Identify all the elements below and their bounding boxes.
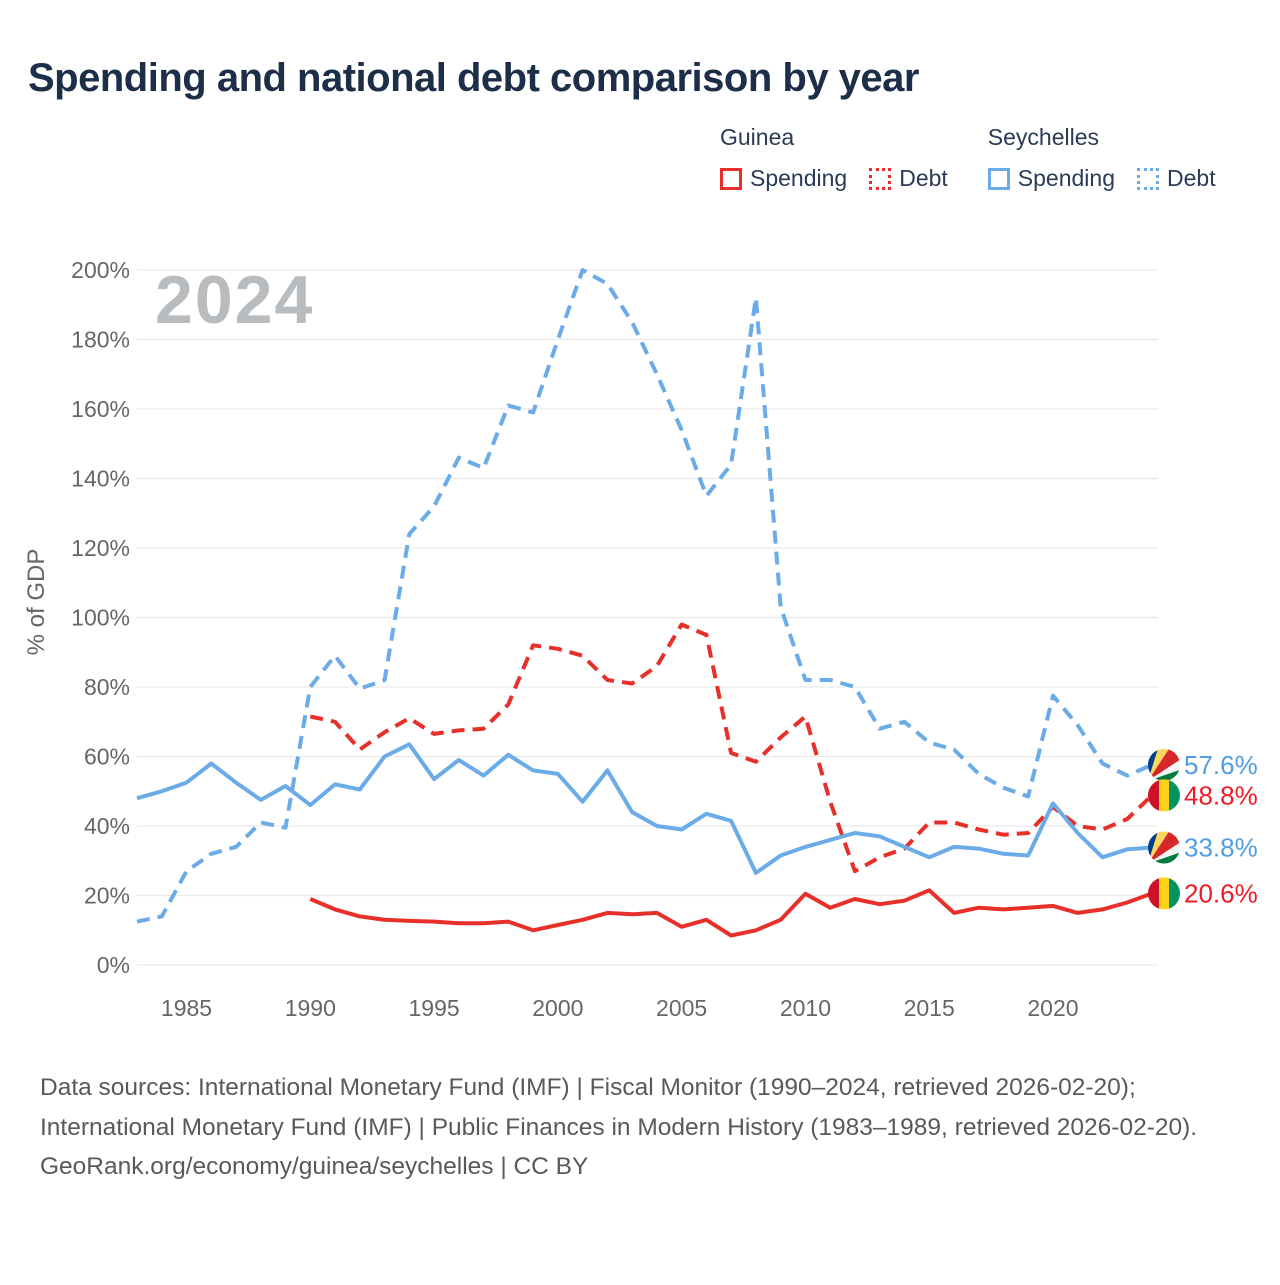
- y-axis-tick-label: 80%: [84, 674, 130, 700]
- x-axis-tick-label: 2005: [656, 995, 707, 1021]
- end-value-label: 57.6%: [1184, 750, 1258, 780]
- end-value-label: 33.8%: [1184, 833, 1258, 863]
- legend-item-label: Spending: [750, 165, 848, 191]
- y-axis-tick-label: 0%: [97, 952, 130, 978]
- legend-group-guinea: Guinea Spending Debt: [720, 124, 948, 192]
- attribution-text: GeoRank.org/economy/guinea/seychelles | …: [40, 1153, 589, 1181]
- y-axis-tick-label: 120%: [71, 535, 130, 561]
- series-line-guinea-spending: [309, 888, 1153, 938]
- y-axis-tick-label: 160%: [71, 396, 130, 422]
- year-watermark: 2024: [155, 262, 314, 338]
- end-value-label: 48.8%: [1184, 780, 1258, 810]
- y-axis-tick-label: 200%: [71, 257, 130, 283]
- x-axis-tick-label: 2015: [904, 995, 955, 1021]
- legend-item-guinea-spending: Spending: [720, 165, 847, 192]
- x-axis-tick-label: 2020: [1027, 995, 1078, 1021]
- seychelles-flag-icon: [1148, 831, 1180, 864]
- guinea-flag-icon: [1148, 779, 1180, 812]
- legend-item-seychelles-debt: Debt: [1137, 165, 1216, 192]
- dotted-line-swatch-icon: [869, 167, 892, 190]
- seychelles-flag-icon: [1148, 748, 1180, 781]
- x-axis-tick-label: 1990: [285, 995, 336, 1021]
- series-line-seychelles-debt: [136, 268, 1153, 924]
- legend-item-label: Debt: [1167, 165, 1216, 191]
- y-axis-title: % of GDP: [23, 549, 50, 656]
- dotted-line-swatch-icon: [1137, 167, 1159, 190]
- y-axis-tick-label: 100%: [71, 605, 130, 631]
- legend-item-label: Debt: [899, 165, 948, 191]
- series-line-guinea-debt: [309, 622, 1154, 874]
- y-axis-tick-label: 40%: [84, 813, 130, 839]
- y-axis-tick-label: 60%: [84, 744, 130, 770]
- data-sources-text: Data sources: International Monetary Fun…: [40, 1074, 1198, 1141]
- footer: Data sources: International Monetary Fun…: [40, 1068, 1232, 1187]
- legend-country-label: Seychelles: [987, 124, 1100, 150]
- legend-country-label: Guinea: [720, 124, 795, 150]
- page-title: Spending and national debt comparison by…: [28, 56, 919, 100]
- guinea-flag-icon: [1148, 877, 1180, 910]
- legend-item-label: Spending: [1017, 165, 1115, 191]
- y-axis-tick-label: 20%: [84, 883, 130, 909]
- legend-group-seychelles: Seychelles Spending Debt: [987, 124, 1216, 192]
- x-axis-tick-label: 1995: [408, 995, 459, 1021]
- y-axis-tick-label: 140%: [71, 466, 130, 492]
- chart-legend: Guinea Spending Debt Seychelles Spending…: [720, 124, 1216, 192]
- x-axis-tick-label: 2010: [780, 995, 831, 1021]
- series-line-seychelles-spending: [136, 742, 1153, 875]
- x-axis-tick-label: 1985: [161, 995, 212, 1021]
- solid-line-swatch-icon: [720, 167, 742, 190]
- solid-line-swatch-icon: [987, 167, 1010, 190]
- legend-item-seychelles-spending: Spending: [987, 165, 1115, 192]
- end-value-label: 20.6%: [1184, 878, 1258, 908]
- legend-item-guinea-debt: Debt: [869, 165, 948, 192]
- y-axis-tick-label: 180%: [71, 327, 130, 353]
- x-axis-tick-label: 2000: [532, 995, 583, 1021]
